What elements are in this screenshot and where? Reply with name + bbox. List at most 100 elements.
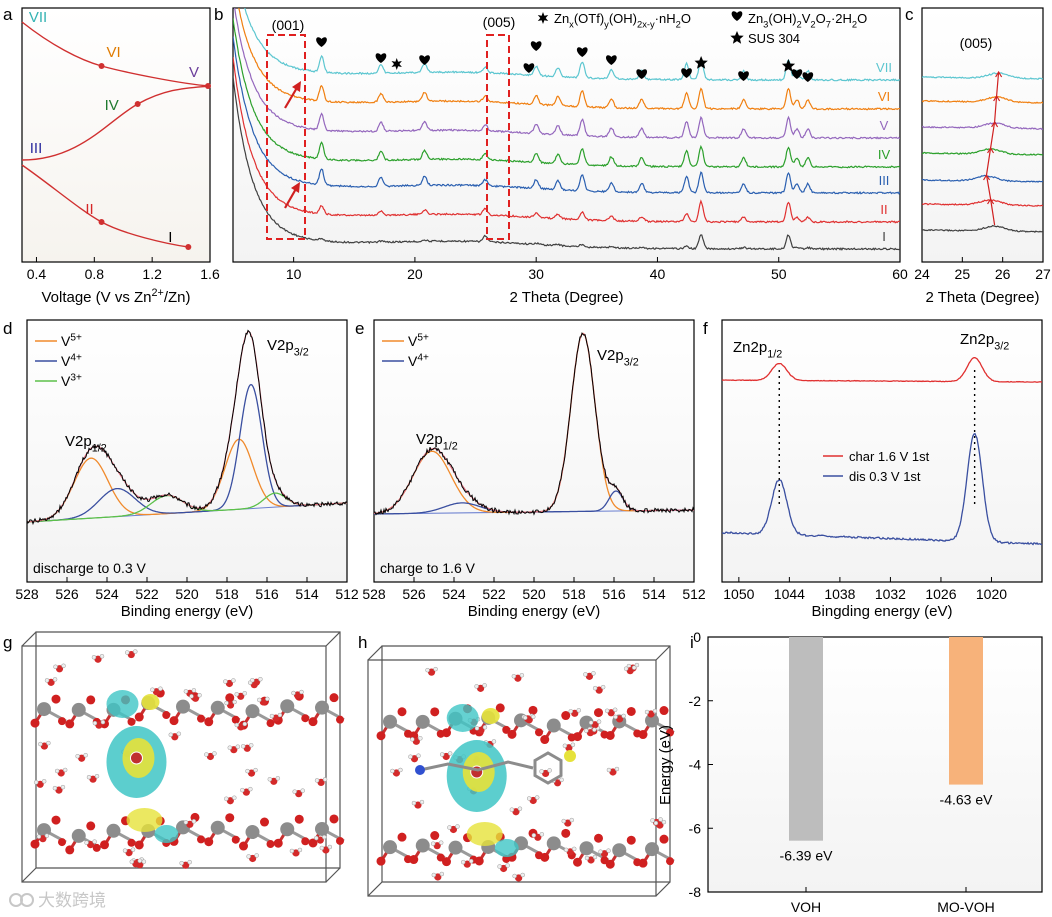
legend-text-1: Znx(OTf)y(OH)2x-y·nH2O — [554, 11, 691, 30]
hydrogen-atom — [125, 650, 130, 655]
point-label-VI: VI — [106, 44, 120, 61]
hydrogen-atom — [398, 767, 403, 773]
x-tick-label: 526 — [55, 586, 79, 602]
heart-marker — [316, 37, 327, 47]
hydrogen-atom — [60, 784, 66, 790]
hydrogen-atom — [231, 678, 236, 683]
hydrogen-atom — [223, 679, 228, 684]
oxygen-atom — [127, 717, 136, 726]
oxygen-atom — [162, 711, 171, 720]
x-tick-label: 524 — [95, 586, 119, 602]
hydrogen-atom — [661, 819, 667, 825]
panel-letter-c: c — [905, 5, 914, 24]
trace-c-1 — [922, 198, 1043, 207]
hydrogen-atom — [242, 721, 248, 727]
series-label-IV: IV — [878, 147, 891, 162]
bar-MO-VOH — [949, 637, 983, 785]
oxygen-atom — [197, 835, 205, 844]
hydrogen-atom — [240, 744, 246, 749]
hydrogen-atom — [634, 662, 640, 668]
series-label-V: V — [880, 118, 889, 133]
x-tick-label: 512 — [682, 586, 706, 602]
hydrogen-atom — [179, 860, 184, 866]
oxygen-atom — [528, 705, 538, 715]
oxygen-atom — [266, 840, 275, 849]
hydrogen-atom — [248, 743, 254, 748]
hydrogen-atom — [562, 743, 568, 749]
oxygen-atom — [397, 707, 407, 717]
oxygen-atom — [659, 834, 669, 844]
hydrogen-atom — [44, 833, 50, 838]
oxygen-atom — [30, 718, 40, 728]
category-label-MO-VOH: MO-VOH — [937, 899, 995, 915]
oxygen-atom — [638, 858, 648, 868]
hydrogen-atom — [234, 722, 240, 728]
charge-density-accumulation — [141, 694, 160, 710]
series-label-II: II — [880, 202, 887, 217]
star6-marker — [391, 58, 402, 70]
point-IV — [134, 101, 141, 107]
hydrogen-atom — [512, 873, 517, 879]
panel-c-traces — [922, 72, 1043, 234]
x-tick-label: 0.8 — [85, 266, 105, 282]
x-tick-label: 516 — [602, 586, 626, 602]
hydrogen-atom — [83, 752, 88, 758]
hydrogen-atom — [431, 872, 437, 878]
panel-a-frame — [21, 7, 211, 263]
panel-e-axis: 528 526 524 522 520 518 516 514 512 Binding energ… — [362, 577, 706, 620]
watermark-text: 大数跨境 — [38, 891, 106, 910]
vanadium-atom — [546, 718, 561, 733]
oxygen-atom — [573, 857, 582, 867]
hydrogen-atom — [224, 796, 229, 801]
vanadium-atom — [546, 836, 561, 851]
x-tick-label: 526 — [402, 586, 426, 602]
hydrogen-atom — [46, 740, 51, 746]
hydrogen-atom — [122, 848, 128, 853]
hydrogen-atom — [191, 688, 197, 693]
x-tick-label: 50 — [771, 266, 787, 282]
heart-marker — [731, 11, 743, 21]
hydrogen-atom — [189, 694, 194, 699]
oxygen-atom — [204, 837, 214, 847]
red-arrowhead — [291, 182, 300, 193]
vanadium-atom — [245, 825, 260, 840]
oxygen-atom — [535, 728, 543, 737]
hydrogen-atom — [509, 807, 515, 812]
hydrogen-atom — [439, 752, 445, 757]
oxygen-atom — [231, 715, 240, 724]
hydrogen-atom — [197, 693, 202, 698]
panel-f-plot: Zn2p1/2 Zn2p3/2 char 1.6 V 1st dis 0.3 V 1s… — [721, 331, 1043, 546]
hydrogen-atom — [100, 719, 106, 725]
vanadium-atom — [612, 843, 627, 858]
peak-label-v2p32: V2p3/2 — [267, 337, 309, 358]
panel-f-axis: 1050 1044 1038 1032 1026 1020 Bingding energy … — [723, 577, 1007, 620]
hydrogen-atom — [592, 854, 598, 860]
heart-marker — [636, 69, 648, 79]
hydrogen-atom — [232, 699, 237, 705]
zinc-ion — [129, 751, 143, 765]
hydrogen-atom — [631, 665, 637, 670]
x-tick-label: 528 — [362, 586, 386, 602]
oxygen-atom — [301, 714, 310, 723]
oxygen-atom — [495, 703, 505, 713]
oxygen-atom — [329, 693, 339, 703]
oxygen-atom — [442, 857, 451, 867]
x-tick-label: 24 — [914, 266, 930, 282]
hydrogen-atom — [130, 847, 136, 852]
panel-d-plot: V5+ V4+ V3+ V2p1/2 V2p3/2 discharge to 0.3 V — [26, 329, 348, 576]
y-tick-label: -4 — [689, 757, 702, 773]
heart-marker — [523, 63, 535, 73]
hydrogen-atom — [591, 671, 596, 676]
trace-c-5 — [922, 95, 1043, 104]
hydrogen-atom — [596, 719, 602, 724]
hydrogen-atom — [52, 785, 58, 791]
hydrogen-atom — [497, 864, 502, 869]
panel-i-plot: 0 -2 -4 -6 -8 Energy (eV) -6.39 eV VOH -4.63 eV M… — [657, 629, 995, 915]
charge-curve — [21, 85, 211, 161]
panel-d-axis: 528 526 524 522 520 518 516 514 512 Binding energ… — [15, 577, 359, 620]
oxygen-atom — [231, 835, 240, 844]
category-label-VOH: VOH — [791, 899, 821, 915]
hydrogen-atom — [227, 745, 233, 750]
hydrogen-atom — [523, 715, 528, 721]
trace-I — [233, 76, 900, 251]
